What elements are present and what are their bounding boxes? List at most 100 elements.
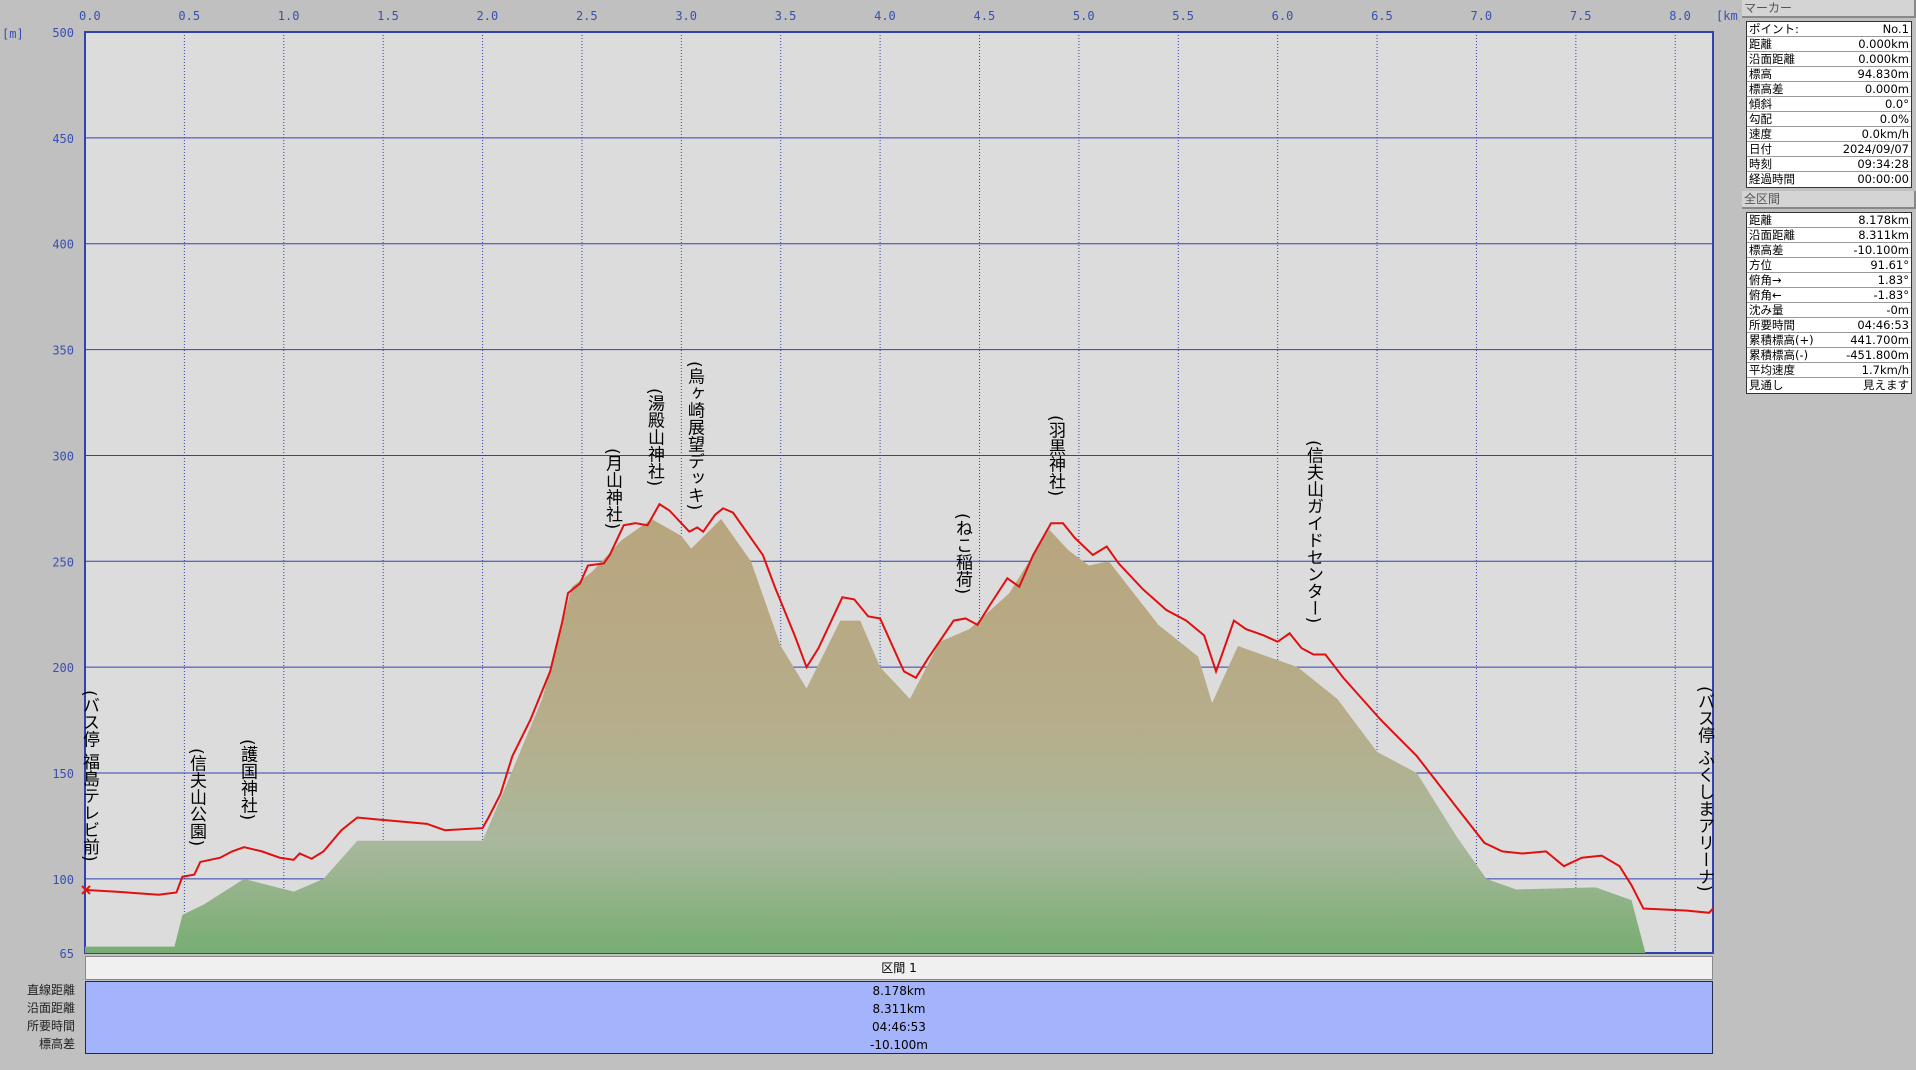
table-row: 標高 94.830m <box>1747 67 1911 82</box>
x-tick-label: 0.5 <box>178 9 200 23</box>
y-tick-label: 65 <box>60 947 74 960</box>
row-label: 日付 <box>1749 142 1772 156</box>
position-marker[interactable] <box>81 885 91 895</box>
row-label: 俯角← <box>1749 288 1782 302</box>
row-value: 09:34:28 <box>1857 157 1909 171</box>
row-label: 傾斜 <box>1749 97 1772 111</box>
marker-panel-title: マーカー <box>1742 0 1916 18</box>
y-tick-label: 250 <box>52 555 74 569</box>
table-row: 勾配 0.0% <box>1747 112 1911 127</box>
x-tick-label: 6.5 <box>1371 9 1393 23</box>
x-tick-label: 7.0 <box>1470 9 1492 23</box>
y-tick-label: 300 <box>52 449 74 463</box>
x-axis-unit: [km] <box>1716 9 1740 23</box>
waypoint-label: (バス停 ふくしまアリーナ) <box>1694 686 1714 892</box>
y-tick-label: 100 <box>52 873 74 887</box>
table-row: 累積標高(+) 441.700m <box>1747 333 1911 348</box>
x-tick-label: 0.0 <box>79 9 101 23</box>
row-label: 所要時間 <box>1749 318 1795 332</box>
row-value: No.1 <box>1882 22 1909 36</box>
waypoint-label: (羽黒神社) <box>1045 415 1065 497</box>
table-row: 経過時間 00:00:00 <box>1747 172 1911 187</box>
row-label: 累積標高(+) <box>1749 333 1814 347</box>
x-tick-label: 7.5 <box>1570 9 1592 23</box>
row-value: 8.311km <box>1858 228 1909 242</box>
table-row: 累積標高(-) -451.800m <box>1747 348 1911 363</box>
table-row: 日付 2024/09/07 <box>1747 142 1911 157</box>
table-row: 時刻 09:34:28 <box>1747 157 1911 172</box>
table-row: 俯角← -1.83° <box>1747 288 1911 303</box>
value-required-time: 04:46:53 <box>872 1020 926 1034</box>
x-tick-label: 4.5 <box>974 9 996 23</box>
row-label: 沿面距離 <box>1749 228 1795 242</box>
row-value: -10.100m <box>1853 243 1909 257</box>
row-value: 94.830m <box>1857 67 1909 81</box>
value-elevation-diff: -10.100m <box>869 1038 928 1052</box>
row-label: 標高差 <box>1749 82 1784 96</box>
label-elevation-diff: 標高差 <box>38 1037 75 1051</box>
waypoint-label: (湯殿山神社) <box>644 388 664 487</box>
interval-summary: 8.178km 8.311km 04:46:53 -10.100m <box>85 981 1713 1054</box>
label-surface-distance: 沿面距離 <box>26 1001 75 1015</box>
table-row: 所要時間 04:46:53 <box>1747 318 1911 333</box>
row-label: 見通し <box>1749 378 1784 392</box>
x-tick-label: 5.0 <box>1073 9 1095 23</box>
row-value: 00:00:00 <box>1857 172 1909 186</box>
row-label: 標高差 <box>1749 243 1784 257</box>
y-tick-label: 350 <box>52 344 74 358</box>
waypoint-label: (バス停 福島テレビ前) <box>79 690 99 862</box>
table-row: 俯角→ 1.83° <box>1747 273 1911 288</box>
row-value: 0.000km <box>1858 52 1909 66</box>
table-row: 見通し 見えます <box>1747 378 1911 393</box>
label-straight-distance: 直線距離 <box>26 983 75 997</box>
x-tick-label: 1.5 <box>377 9 399 23</box>
row-value: 0.000km <box>1858 37 1909 51</box>
waypoint-label: (信夫山ガイドセンター) <box>1303 440 1323 624</box>
value-surface-distance: 8.311km <box>872 1002 926 1016</box>
row-label: 方位 <box>1749 258 1772 272</box>
row-value: 04:46:53 <box>1857 318 1909 332</box>
x-tick-label: 3.5 <box>775 9 797 23</box>
waypoint-label: (信夫山公園) <box>186 748 206 847</box>
row-label: 平均速度 <box>1749 363 1795 377</box>
table-row: 沿面距離 8.311km <box>1747 228 1911 243</box>
x-tick-label: 2.5 <box>576 9 598 23</box>
interval-header[interactable]: 区間 1 <box>85 956 1713 980</box>
interval-labels: 直線距離 沿面距離 所要時間 標高差 <box>0 981 75 1053</box>
marker-panel: マーカー ポイント: No.1 距離 0.000km 沿面距離 0.000km 標高 94.8… <box>1742 0 1916 188</box>
row-label: 速度 <box>1749 127 1772 141</box>
row-value: -1.83° <box>1873 288 1909 302</box>
row-value: 441.700m <box>1850 333 1909 347</box>
row-label: 経過時間 <box>1749 172 1795 186</box>
elevation-profile-chart[interactable]: 0.0 0.5 1.0 1.5 2.0 2.5 3.0 3.5 4.0 4.5 5.0 5.5 6.0 6… <box>0 0 1740 960</box>
row-value: 2024/09/07 <box>1842 142 1909 156</box>
row-value: 見えます <box>1863 378 1909 392</box>
y-tick-label: 500 <box>52 26 74 40</box>
x-tick-label: 8.0 <box>1669 9 1691 23</box>
y-axis-unit: [m] <box>2 27 24 41</box>
row-label: 俯角→ <box>1749 273 1782 287</box>
y-tick-label: 200 <box>52 661 74 675</box>
waypoint-label: (月山神社) <box>602 448 622 530</box>
row-value: 1.83° <box>1877 273 1909 287</box>
table-row: 距離 0.000km <box>1747 37 1911 52</box>
row-label: 時刻 <box>1749 157 1772 171</box>
marker-table: ポイント: No.1 距離 0.000km 沿面距離 0.000km 標高 94.830m 標高… <box>1746 21 1912 188</box>
x-tick-label: 2.0 <box>477 9 499 23</box>
y-tick-label: 150 <box>52 767 74 781</box>
table-row: 標高差 0.000m <box>1747 82 1911 97</box>
waypoint-label: (ねこ稲荷) <box>952 513 972 595</box>
table-row: 沈み量 -0m <box>1747 303 1911 318</box>
y-tick-label: 400 <box>52 238 74 252</box>
row-value: 0.0% <box>1879 112 1909 126</box>
table-row: ポイント: No.1 <box>1747 22 1911 37</box>
row-value: 8.178km <box>1858 213 1909 227</box>
x-tick-label: 1.0 <box>278 9 300 23</box>
waypoint-label: (護国神社) <box>237 739 257 821</box>
row-value: -0m <box>1886 303 1909 317</box>
table-row: 距離 8.178km <box>1747 213 1911 228</box>
row-label: 標高 <box>1749 67 1772 81</box>
row-value: 0.0km/h <box>1861 127 1909 141</box>
total-table: 距離 8.178km 沿面距離 8.311km 標高差 -10.100m 方位 91.61° 俯… <box>1746 212 1912 394</box>
row-value: 1.7km/h <box>1861 363 1909 377</box>
